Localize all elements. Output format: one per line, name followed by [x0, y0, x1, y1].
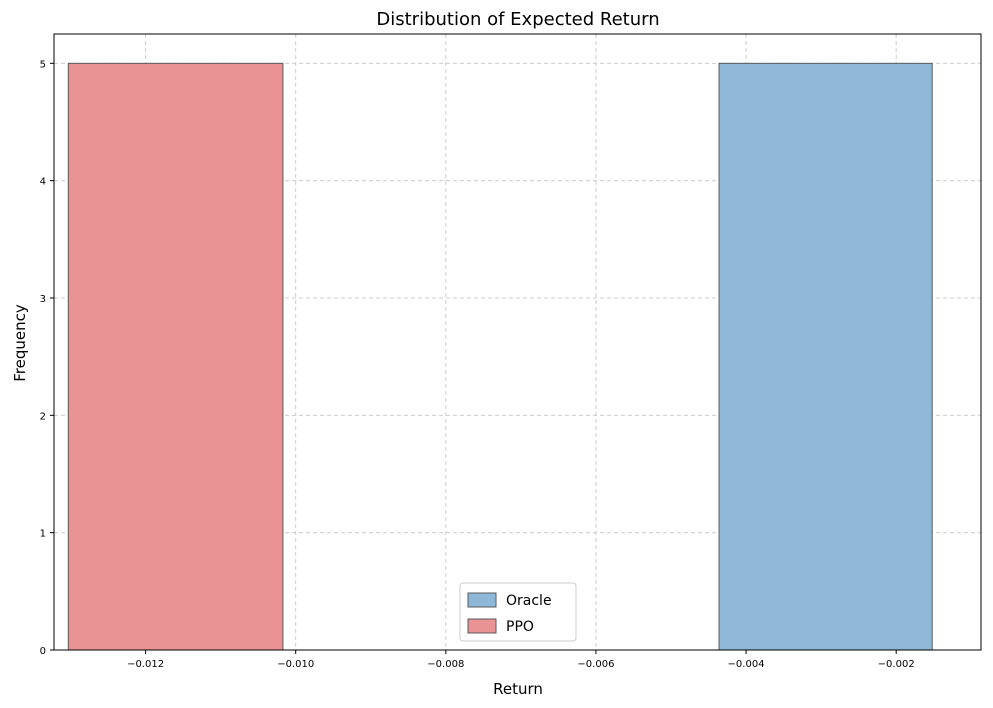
y-tick-label: 3 — [40, 294, 46, 305]
bar-ppo — [67, 62, 284, 651]
bar-oracle — [718, 62, 933, 651]
chart-title: Distribution of Expected Return — [376, 9, 659, 30]
x-tick-label: −0.008 — [427, 659, 464, 670]
y-tick-label: 2 — [40, 411, 46, 422]
x-tick-label: −0.004 — [728, 659, 765, 670]
legend-label-oracle: Oracle — [506, 593, 552, 609]
bars — [67, 62, 933, 651]
y-tick-label: 4 — [40, 177, 46, 188]
legend-swatch-ppo — [467, 618, 497, 634]
y-axis-title: Frequency — [11, 304, 29, 382]
x-tick-label: −0.010 — [277, 659, 314, 670]
plot-frame — [53, 33, 982, 651]
ticks: −0.012 −0.010 −0.008 −0.006 −0.004 −0.002 0 1 2 3… — [40, 59, 915, 670]
legend-label-ppo: PPO — [506, 619, 534, 635]
x-tick-label: −0.012 — [127, 659, 164, 670]
legend-swatch-oracle — [467, 592, 497, 608]
y-tick-label: 0 — [40, 646, 46, 657]
y-tick-label: 5 — [40, 59, 46, 70]
x-axis-title: Return — [493, 680, 543, 698]
x-tick-label: −0.002 — [878, 659, 915, 670]
x-tick-label: −0.006 — [577, 659, 614, 670]
y-tick-label: 1 — [40, 529, 46, 540]
legend: Oracle PPO — [459, 582, 577, 642]
